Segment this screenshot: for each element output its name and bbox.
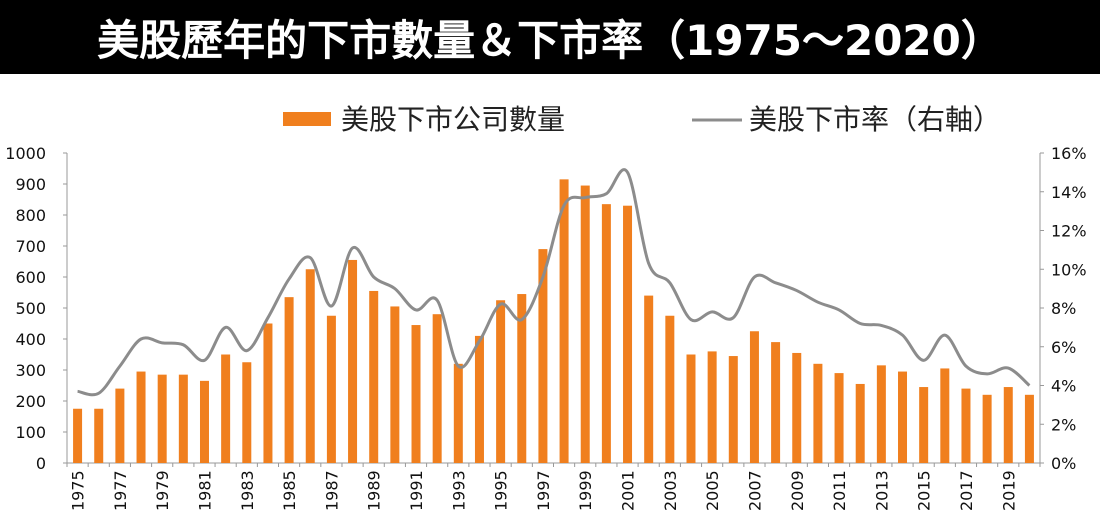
legend-label-line: 美股下市率（右軸）: [749, 103, 1001, 136]
bar: [115, 389, 124, 463]
bar: [644, 296, 653, 463]
bar: [813, 364, 822, 463]
bar: [412, 325, 421, 463]
x-tick-label: 2017: [957, 470, 976, 511]
bar: [454, 364, 463, 463]
bar: [390, 306, 399, 463]
y-left-tick-label: 1000: [5, 144, 46, 163]
bar: [771, 342, 780, 463]
bar: [137, 372, 146, 463]
y-right-tick-label: 0%: [1051, 454, 1076, 473]
y-left-tick-label: 700: [15, 237, 46, 256]
bar: [369, 291, 378, 463]
bar: [200, 381, 209, 463]
x-tick-label: 1991: [407, 470, 426, 511]
x-tick-label: 2001: [619, 470, 638, 511]
bar: [602, 204, 611, 463]
bar: [729, 356, 738, 463]
bar: [475, 336, 484, 463]
y-right-tick-label: 6%: [1051, 338, 1076, 357]
y-left-tick-label: 800: [15, 206, 46, 225]
bar: [877, 365, 886, 463]
line-series: [78, 170, 1030, 395]
x-tick-label: 1979: [153, 470, 172, 511]
bar: [1004, 387, 1013, 463]
bar: [221, 355, 230, 464]
x-tick-label: 1999: [576, 470, 595, 511]
x-tick-label: 2019: [999, 470, 1018, 511]
legend: 美股下市公司數量 美股下市率（右軸）: [283, 103, 1001, 136]
delisting-rate-line: [78, 170, 1030, 395]
y-right-tick-label: 14%: [1051, 183, 1087, 202]
x-tick-label: 1975: [69, 470, 88, 511]
x-tick-label: 2009: [788, 470, 807, 511]
bar: [73, 409, 82, 463]
bar: [327, 316, 336, 463]
bar: [898, 372, 907, 463]
y-right-tick-label: 16%: [1051, 144, 1087, 163]
x-tick-label: 1987: [322, 470, 341, 511]
bar: [348, 260, 357, 463]
bar: [686, 355, 695, 464]
x-tick-label: 1977: [111, 470, 130, 511]
bar: [94, 409, 103, 463]
bar: [983, 395, 992, 463]
bar: [581, 186, 590, 463]
bar-series: [73, 179, 1034, 463]
y-right-tick-label: 4%: [1051, 377, 1076, 396]
bar: [940, 368, 949, 463]
bar: [919, 387, 928, 463]
y-right-tick-label: 10%: [1051, 260, 1087, 279]
y-left-tick-label: 500: [15, 299, 46, 318]
x-tick-label: 2007: [745, 470, 764, 511]
x-tick-label: 2015: [915, 470, 934, 511]
y-left-tick-label: 600: [15, 268, 46, 287]
bar: [792, 353, 801, 463]
bar: [560, 179, 569, 463]
x-tick-label: 2005: [703, 470, 722, 511]
chart: 美股下市公司數量 美股下市率（右軸） 0 100 200 300 400 500 600 70…: [0, 74, 1100, 527]
x-tick-label: 2011: [830, 470, 849, 511]
x-tick-label: 1993: [449, 470, 468, 511]
bar: [433, 314, 442, 463]
bar: [1025, 395, 1034, 463]
x-tick-label: 1995: [492, 470, 511, 511]
y-right-tick-label: 8%: [1051, 299, 1076, 318]
bar: [708, 351, 717, 463]
bar: [263, 324, 272, 464]
legend-label-bar: 美股下市公司數量: [341, 103, 565, 136]
x-tick-label: 2013: [872, 470, 891, 511]
bar: [750, 331, 759, 463]
chart-title: 美股歷年的下市數量＆下市率（1975～2020）: [97, 7, 1003, 68]
y-left-tick-label: 900: [15, 175, 46, 194]
axes: [63, 153, 1044, 467]
bar: [285, 297, 294, 463]
x-tick-label: 2003: [661, 470, 680, 511]
x-tick-label: 1983: [238, 470, 257, 511]
bar: [665, 316, 674, 463]
bar: [179, 375, 188, 463]
bar: [158, 375, 167, 463]
y-right-tick-label: 2%: [1051, 415, 1076, 434]
x-tick-label: 1981: [195, 470, 214, 511]
bar: [306, 269, 315, 463]
y-left-tick-label: 300: [15, 361, 46, 380]
y-left-tick-label: 200: [15, 392, 46, 411]
bar: [856, 384, 865, 463]
x-tick-label: 1985: [280, 470, 299, 511]
chart-title-banner: 美股歷年的下市數量＆下市率（1975～2020）: [0, 0, 1100, 74]
bar: [961, 389, 970, 463]
y-left-tick-label: 100: [15, 423, 46, 442]
y-left-tick-label: 0: [36, 454, 46, 473]
bar: [835, 373, 844, 463]
y-right-tick-label: 12%: [1051, 222, 1087, 241]
legend-swatch-bar: [283, 112, 331, 126]
x-tick-label: 1997: [534, 470, 553, 511]
y-left-tick-label: 400: [15, 330, 46, 349]
bar: [623, 206, 632, 463]
x-tick-label: 1989: [365, 470, 384, 511]
bar: [242, 362, 251, 463]
bar: [496, 300, 505, 463]
